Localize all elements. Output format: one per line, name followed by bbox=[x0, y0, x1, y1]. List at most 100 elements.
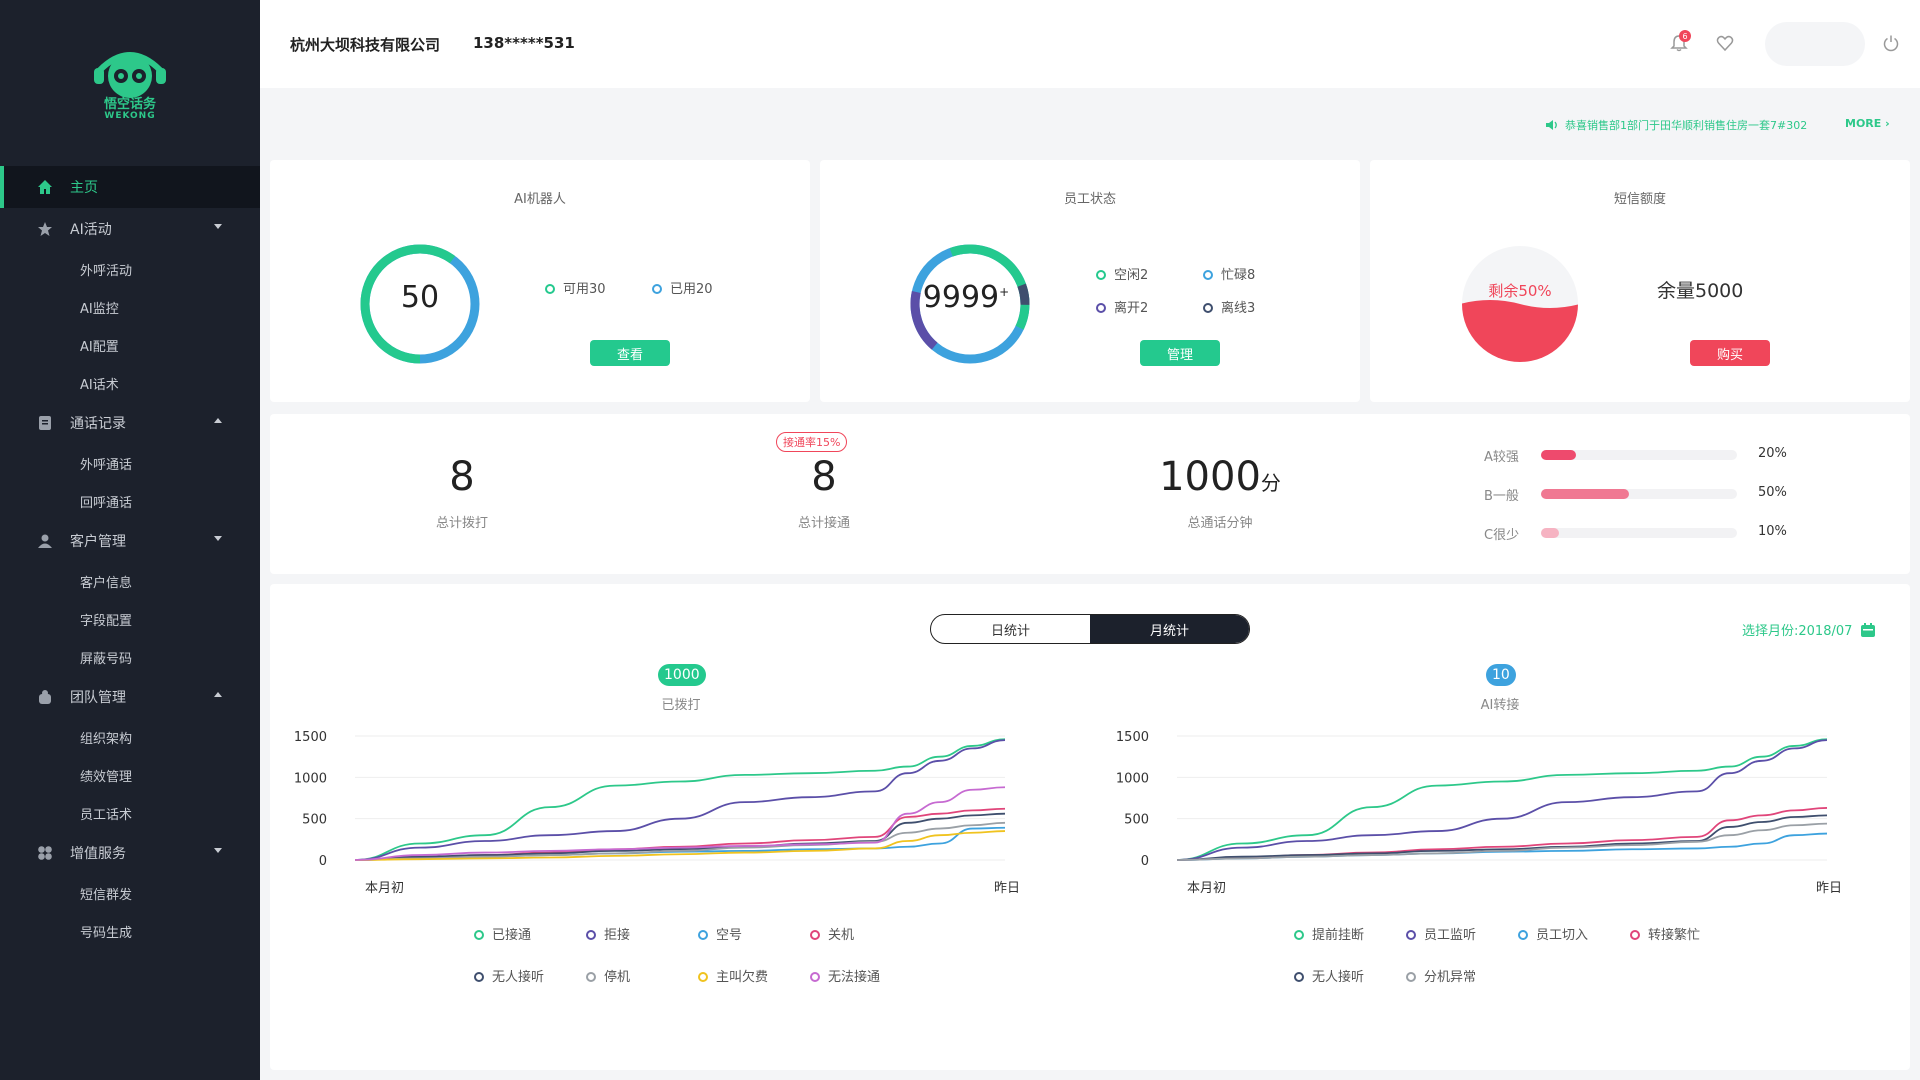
intent-a-pct: 20% bbox=[1758, 446, 1787, 461]
chart1-title: 已拨打 bbox=[661, 698, 701, 713]
chart2-line-chart: 0 500 1000 1500 本月初 昨日 bbox=[1116, 730, 1842, 896]
sidebar-item-label: 增值服务 bbox=[70, 846, 126, 862]
legend-item[interactable]: 转接繁忙 bbox=[1630, 924, 1700, 943]
sidebar-subitem-org[interactable]: 组织架构 bbox=[80, 731, 133, 747]
legend-item[interactable]: 员工监听 bbox=[1406, 924, 1476, 943]
heart-icon[interactable] bbox=[1714, 32, 1736, 54]
series-line-7 bbox=[354, 830, 1006, 861]
intent-c-label: C很少 bbox=[1484, 528, 1520, 543]
sidebar-item-home[interactable]: 主页 bbox=[0, 166, 260, 208]
y-tick-label: 0 bbox=[1141, 854, 1149, 869]
document-icon bbox=[36, 414, 54, 432]
y-tick-label: 0 bbox=[319, 854, 327, 869]
sidebar-subitem-outbound-calls[interactable]: 外呼通话 bbox=[80, 457, 133, 473]
chart2-title: AI转接 bbox=[1480, 698, 1520, 713]
total-dial-value: 8 bbox=[449, 454, 475, 500]
sidebar-subitem-ai-config[interactable]: AI配置 bbox=[80, 339, 119, 355]
total-dial-label: 总计拨打 bbox=[435, 516, 488, 531]
sidebar-subitem-sms-broadcast[interactable]: 短信群发 bbox=[80, 887, 133, 903]
sidebar-subitem-blocked-numbers[interactable]: 屏蔽号码 bbox=[80, 651, 133, 667]
legend-marker-icon bbox=[1294, 972, 1304, 982]
legend-marker-icon bbox=[810, 930, 820, 940]
chart1-line-chart: 0 500 1000 1500 本月初 昨日 bbox=[294, 730, 1020, 896]
staff-count: 9999+ bbox=[922, 280, 1010, 315]
legend-item[interactable]: 无人接听 bbox=[474, 966, 544, 985]
sidebar: 悟空话务 WEKONG 主页 AI活动 外呼活动 AI监控 AI配置 AI话术 … bbox=[0, 0, 260, 1080]
card-title: AI机器人 bbox=[514, 192, 566, 207]
sidebar-subitem-outbound-activity[interactable]: 外呼活动 bbox=[80, 263, 133, 279]
more-link[interactable]: MORE › bbox=[1845, 117, 1890, 130]
sidebar-item-value-added[interactable]: 增值服务 bbox=[0, 832, 260, 874]
legend-busy: 忙碌8 bbox=[1203, 264, 1255, 283]
y-tick-label: 1000 bbox=[294, 771, 327, 786]
sidebar-subitem-number-generate[interactable]: 号码生成 bbox=[80, 925, 133, 941]
sidebar-subitem-performance[interactable]: 绩效管理 bbox=[80, 769, 133, 785]
notice-bar[interactable]: 恭喜销售部1部门于田华顺利销售住房一套7#302 bbox=[1545, 117, 1807, 133]
legend-marker-icon bbox=[698, 930, 708, 940]
x-tick-label: 昨日 bbox=[1816, 881, 1842, 896]
sidebar-subitem-callback-calls[interactable]: 回呼通话 bbox=[80, 495, 133, 511]
series-line-6 bbox=[1176, 822, 1828, 861]
user-profile-box[interactable] bbox=[1765, 22, 1865, 66]
home-icon bbox=[36, 178, 54, 196]
intent-c-pct: 10% bbox=[1758, 524, 1787, 539]
sidebar-subitem-ai-script[interactable]: AI话术 bbox=[80, 377, 119, 393]
sidebar-subitem-ai-monitor[interactable]: AI监控 bbox=[80, 301, 119, 317]
legend-label: 无人接听 bbox=[492, 970, 545, 985]
bell-icon[interactable]: 6 bbox=[1668, 30, 1691, 54]
chart1-total-pill: 1000 bbox=[658, 664, 706, 686]
legend-item[interactable]: 停机 bbox=[586, 966, 630, 985]
logo: 悟空话务 WEKONG bbox=[0, 0, 260, 166]
team-icon bbox=[36, 688, 54, 706]
chevron-down-icon bbox=[214, 224, 222, 229]
legend-item[interactable]: 拒接 bbox=[586, 924, 630, 943]
sidebar-item-team[interactable]: 团队管理 bbox=[0, 676, 260, 718]
legend-marker-icon bbox=[810, 972, 820, 982]
legend-item[interactable]: 空号 bbox=[698, 924, 742, 943]
sidebar-item-customer[interactable]: 客户管理 bbox=[0, 520, 260, 562]
manage-button[interactable]: 管理 bbox=[1140, 340, 1220, 366]
tab-day-stats[interactable]: 日统计 bbox=[990, 623, 1030, 639]
series-line-2 bbox=[354, 739, 1006, 861]
sidebar-subitem-field-config[interactable]: 字段配置 bbox=[80, 613, 133, 629]
legend-marker-icon bbox=[1630, 930, 1640, 940]
legend-item[interactable]: 已接通 bbox=[474, 924, 531, 943]
robot-ring-chart bbox=[360, 244, 480, 364]
sidebar-subitem-customer-info[interactable]: 客户信息 bbox=[80, 575, 133, 591]
legend-item[interactable]: 无人接听 bbox=[1294, 966, 1364, 985]
sidebar-item-ai-activity[interactable]: AI活动 bbox=[0, 208, 260, 250]
series-line-5 bbox=[1176, 814, 1828, 861]
legend-marker-icon bbox=[1406, 972, 1416, 982]
sms-quota-value: 余量5000 bbox=[1657, 280, 1744, 302]
legend-marker-icon bbox=[586, 930, 596, 940]
series-line-2 bbox=[1176, 739, 1828, 861]
sidebar-subitem-staff-script[interactable]: 员工话术 bbox=[80, 807, 133, 823]
company-name: 杭州大坝科技有限公司 bbox=[290, 36, 441, 54]
legend-item[interactable]: 无法接通 bbox=[810, 966, 880, 985]
view-button[interactable]: 查看 bbox=[590, 340, 670, 366]
month-picker[interactable]: 选择月份:2018/07 bbox=[1742, 620, 1876, 639]
legend-item[interactable]: 员工切入 bbox=[1518, 924, 1588, 943]
legend-item[interactable]: 分机异常 bbox=[1406, 966, 1476, 985]
sidebar-item-label: 团队管理 bbox=[70, 690, 126, 706]
stats-card: 8 总计拨打 接通率15% 8 总计接通 1000分 总通话分钟 A较强 20%… bbox=[270, 414, 1910, 574]
charts-card bbox=[270, 584, 1910, 1070]
legend-item[interactable]: 关机 bbox=[810, 924, 854, 943]
sidebar-item-call-records[interactable]: 通话记录 bbox=[0, 402, 260, 444]
intent-b-bar bbox=[1541, 489, 1737, 499]
buy-button[interactable]: 购买 bbox=[1690, 340, 1770, 366]
legend-label: 已接通 bbox=[492, 928, 532, 943]
x-tick-label: 本月初 bbox=[365, 881, 404, 896]
account-phone: 138*****531 bbox=[473, 34, 575, 52]
legend-item[interactable]: 主叫欠费 bbox=[698, 966, 768, 985]
notice-text: 恭喜销售部1部门于田华顺利销售住房一套7#302 bbox=[1565, 119, 1808, 132]
tab-month-stats[interactable]: 月统计 bbox=[1090, 615, 1249, 643]
legend-item[interactable]: 提前挂断 bbox=[1294, 924, 1364, 943]
power-icon[interactable] bbox=[1880, 32, 1902, 54]
total-minutes-value: 1000分 bbox=[1159, 454, 1281, 500]
legend-label: 无法接通 bbox=[828, 970, 881, 985]
legend-label: 员工切入 bbox=[1536, 928, 1589, 943]
top-header: 杭州大坝科技有限公司 138*****531 6 bbox=[260, 0, 1920, 88]
legend-label: 主叫欠费 bbox=[716, 970, 769, 985]
chevron-up-icon bbox=[214, 418, 222, 423]
